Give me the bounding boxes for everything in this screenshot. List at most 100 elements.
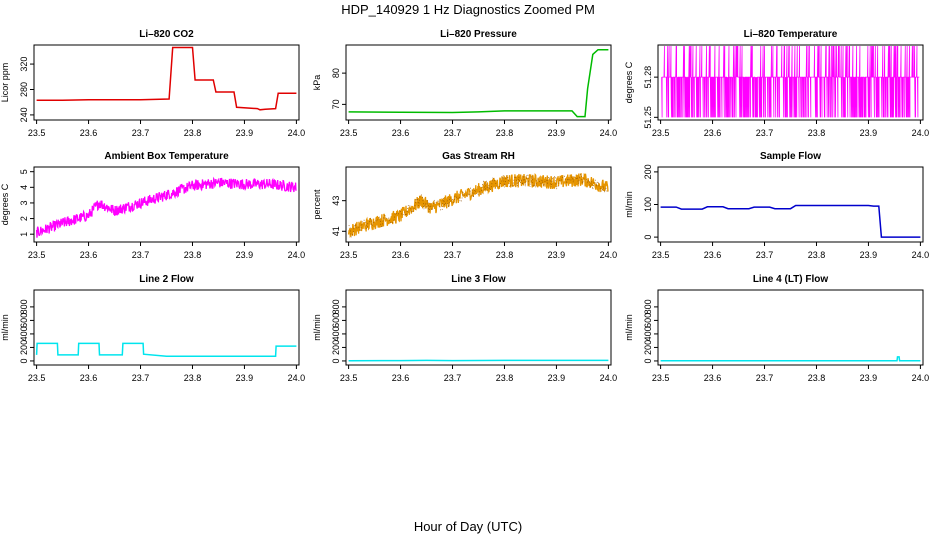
x-tick-label: 23.9 [548,128,566,138]
chart-title: Li–820 CO2 [139,29,194,40]
x-tick-label: 23.6 [80,128,98,138]
x-tick-label: 23.6 [80,373,98,383]
series-line [661,46,920,118]
x-tick-label: 23.9 [860,128,878,138]
x-tick-label: 23.5 [340,373,358,383]
chart-panel-1: Li–820 CO2 23.5 23.6 23.7 23.8 23.9 24.0 240 280… [0,29,305,138]
y-tick-label: 0 [19,358,29,363]
y-tick-label: 800 [331,299,341,314]
y-axis-label: ml/min [624,314,634,341]
x-tick-label: 23.8 [184,373,202,383]
y-axis-label: ml/min [312,314,322,341]
y-tick-label: 80 [331,68,341,78]
series-line [660,204,921,238]
y-tick-label: 51.25 [643,106,653,129]
y-tick-label: 200 [19,340,29,355]
chart-panel-6: Sample Flow 23.5 23.6 23.7 23.8 23.9 24.0 0 100 2… [624,151,929,260]
x-tick-label: 23.8 [808,373,826,383]
x-tick-label: 23.7 [756,373,774,383]
x-tick-label: 24.0 [288,128,306,138]
x-tick-label: 23.8 [184,250,202,260]
chart-title: Ambient Box Temperature [104,151,229,162]
page-title: HDP_140929 1 Hz Diagnostics Zoomed PM [341,2,595,17]
x-tick-label: 24.0 [288,373,306,383]
x-tick-label: 23.6 [392,250,410,260]
y-tick-label: 320 [19,57,29,72]
x-tick-label: 23.7 [444,250,462,260]
x-tick-label: 23.5 [28,250,46,260]
chart-title: Gas Stream RH [442,151,515,162]
y-axis-label: ml/min [624,191,634,218]
series-line [347,172,609,239]
chart-title: Line 2 Flow [139,274,194,285]
y-tick-label: 5 [19,169,29,174]
x-tick-label: 23.6 [392,373,410,383]
series-line [35,176,297,238]
y-tick-label: 70 [331,99,341,109]
x-tick-label: 23.9 [236,250,254,260]
plot-frame [33,44,300,121]
x-tick-label: 23.5 [28,373,46,383]
y-tick-label: 800 [643,299,653,314]
plot-frame [657,289,924,366]
y-axis-label: kPa [312,75,322,91]
x-tick-label: 24.0 [912,250,930,260]
y-tick-label: 200 [331,340,341,355]
x-tick-label: 23.6 [392,128,410,138]
x-tick-label: 23.8 [808,128,826,138]
x-tick-label: 23.7 [756,128,774,138]
x-tick-label: 23.5 [652,373,670,383]
y-axis-label: degrees C [0,183,10,225]
x-tick-label: 23.6 [80,250,98,260]
x-tick-label: 23.5 [340,128,358,138]
y-axis-label: ml/min [0,314,10,341]
chart-panel-4: Ambient Box Temperature 23.5 23.6 23.7 23.8 2… [0,151,305,260]
chart-title: Li–820 Pressure [440,29,517,40]
chart-title: Sample Flow [760,151,821,162]
y-tick-label: 400 [331,326,341,341]
y-tick-label: 600 [643,313,653,328]
y-tick-label: 0 [643,358,653,363]
y-tick-label: 100 [643,197,653,212]
plot-frame [33,166,300,243]
plot-frame [657,44,924,121]
chart-panel-5: Gas Stream RH 23.5 23.6 23.7 23.8 23.9 24.0 41 4… [312,151,617,260]
y-tick-label: 280 [19,82,29,97]
x-tick-label: 24.0 [912,128,930,138]
x-tick-label: 23.8 [184,128,202,138]
y-tick-label: 1 [19,232,29,237]
x-tick-label: 23.7 [444,373,462,383]
x-tick-label: 23.8 [496,373,514,383]
x-tick-label: 24.0 [600,128,618,138]
plot-frame [345,289,612,366]
chart-panel-8: Line 3 Flow 23.5 23.6 23.7 23.8 23.9 24.0 0 2004… [312,274,617,383]
x-tick-label: 23.8 [496,128,514,138]
chart-panel-9: Line 4 (LT) Flow 23.5 23.6 23.7 23.8 23.9 24.0… [624,274,929,383]
series-line [35,342,297,357]
x-tick-label: 24.0 [912,373,930,383]
y-axis-label: degrees C [624,61,634,103]
plot-frame [33,289,300,366]
chart-title: Line 4 (LT) Flow [753,274,829,285]
x-tick-label: 23.9 [548,250,566,260]
plot-frame [345,166,612,243]
series-line [36,46,297,111]
y-tick-label: 600 [19,313,29,328]
x-tick-label: 23.6 [704,250,722,260]
x-tick-label: 23.7 [132,128,150,138]
y-tick-label: 600 [331,313,341,328]
x-axis-common-label: Hour of Day (UTC) [413,519,523,534]
x-tick-label: 23.9 [236,373,254,383]
y-axis-label: percent [312,189,322,220]
y-tick-label: 240 [19,107,29,122]
x-tick-label: 23.8 [496,250,514,260]
y-tick-label: 51.28 [643,66,653,89]
x-tick-label: 24.0 [600,250,618,260]
x-tick-label: 24.0 [600,373,618,383]
y-tick-label: 800 [19,299,29,314]
y-tick-label: 3 [19,200,29,205]
y-tick-label: 2 [19,216,29,221]
y-tick-label: 43 [331,196,341,206]
y-tick-label: 200 [643,164,653,179]
